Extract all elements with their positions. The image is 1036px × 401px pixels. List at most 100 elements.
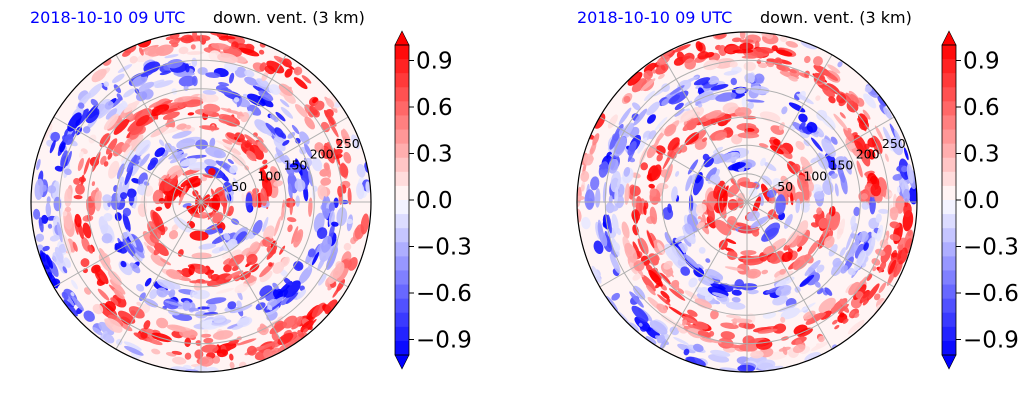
field-patch xyxy=(226,108,232,113)
field-patch xyxy=(643,90,656,102)
field-patch xyxy=(907,230,912,237)
field-patch xyxy=(776,49,793,57)
field-layer xyxy=(577,32,917,372)
colorbar-segment xyxy=(395,200,409,215)
field-patch xyxy=(906,163,914,184)
field-patch xyxy=(806,122,818,133)
field-patch xyxy=(702,118,718,127)
field-patch xyxy=(159,70,172,76)
field-patch xyxy=(684,223,693,235)
field-patch xyxy=(781,106,788,115)
field-patch xyxy=(810,222,819,228)
field-patch xyxy=(178,75,197,87)
field-patch xyxy=(797,246,803,252)
field-patch xyxy=(696,203,707,214)
field-patch xyxy=(92,303,104,315)
field-patch xyxy=(107,152,113,160)
field-patch xyxy=(298,266,313,284)
radial-tick-label: 100 xyxy=(803,168,827,183)
field-patch xyxy=(280,106,294,119)
field-patch xyxy=(103,161,109,167)
field-patch xyxy=(312,97,318,104)
field-patch xyxy=(205,72,221,78)
field-patch xyxy=(660,340,667,350)
field-patch xyxy=(750,216,769,229)
field-patch xyxy=(61,291,69,300)
field-patch xyxy=(725,314,742,319)
field-patch xyxy=(741,96,747,108)
field-patch xyxy=(875,248,886,257)
chart-panel-2: 2018-10-10 09 UTC down. vent. (3 km) 50 1… xyxy=(546,0,1036,401)
field-patch xyxy=(212,212,224,224)
field-patch xyxy=(62,266,68,274)
field-patch xyxy=(131,178,141,184)
colorbar-segment xyxy=(942,298,956,314)
field-patch xyxy=(126,229,137,248)
field-patch xyxy=(112,73,125,84)
field-patch xyxy=(328,119,339,138)
field-patch xyxy=(637,238,645,253)
field-patch xyxy=(730,77,738,86)
field-patch xyxy=(651,164,662,181)
field-patch xyxy=(705,167,717,181)
field-patch xyxy=(613,123,624,140)
field-patch xyxy=(135,139,151,156)
field-patch xyxy=(154,80,174,89)
field-patch xyxy=(83,310,95,322)
field-patch xyxy=(682,316,698,325)
field-patch xyxy=(798,302,816,313)
field-patch xyxy=(216,349,229,358)
colorbar-segment xyxy=(395,143,409,159)
angular-gridline xyxy=(661,201,748,350)
field-patch xyxy=(688,277,698,288)
field-patch xyxy=(683,258,698,271)
field-patch xyxy=(123,341,142,351)
field-patch xyxy=(117,64,133,73)
field-patch xyxy=(49,140,56,154)
field-patch xyxy=(628,322,639,333)
field-patch xyxy=(869,194,876,215)
field-patch xyxy=(296,289,307,300)
field-patch xyxy=(100,225,108,236)
field-patch xyxy=(701,137,708,142)
field-patch xyxy=(745,127,755,132)
field-patch xyxy=(259,167,269,183)
field-patch xyxy=(146,338,163,346)
field-patch xyxy=(262,216,269,232)
field-patch xyxy=(172,356,187,365)
field-patch xyxy=(894,129,903,148)
field-patch xyxy=(129,55,138,64)
field-patch xyxy=(274,320,285,331)
field-patch xyxy=(623,166,631,177)
colorbar-segment xyxy=(395,326,409,342)
field-patch xyxy=(286,217,297,223)
field-patch xyxy=(684,58,697,70)
field-patch xyxy=(823,70,839,81)
field-patch xyxy=(244,69,255,78)
field-patch xyxy=(261,125,273,137)
field-patch xyxy=(351,134,360,150)
colorbar-segment xyxy=(942,171,956,187)
field-patch xyxy=(674,235,685,243)
field-patch xyxy=(283,280,301,298)
field-patch xyxy=(90,98,99,107)
field-patch xyxy=(804,260,821,276)
field-patch xyxy=(880,244,892,264)
field-patch xyxy=(331,221,339,227)
field-patch xyxy=(677,288,685,294)
field-patch xyxy=(677,343,696,354)
field-patch xyxy=(669,326,679,336)
field-patch xyxy=(35,233,45,242)
field-patch xyxy=(257,141,268,153)
field-patch xyxy=(272,282,279,290)
field-patch xyxy=(189,280,211,284)
field-patch xyxy=(730,177,737,185)
field-patch xyxy=(698,246,706,254)
field-patch xyxy=(278,83,294,97)
field-patch xyxy=(289,195,294,216)
field-patch xyxy=(136,301,142,307)
field-patch xyxy=(834,183,839,197)
field-patch xyxy=(244,76,258,86)
field-patch xyxy=(123,100,140,113)
field-patch xyxy=(325,98,335,108)
